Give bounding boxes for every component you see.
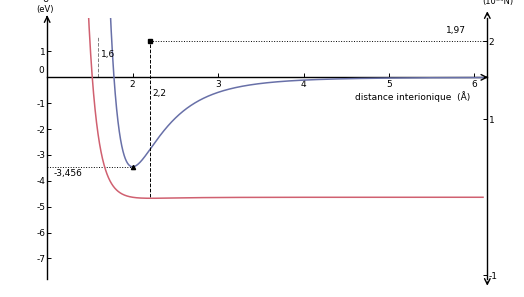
Text: 2,2: 2,2 [152, 89, 166, 98]
Text: 1,6: 1,6 [101, 50, 115, 59]
Text: distance interionique  (Å): distance interionique (Å) [355, 91, 470, 102]
Text: U
(eV): U (eV) [37, 0, 54, 14]
Text: 1,97: 1,97 [446, 26, 466, 35]
Text: -3,456: -3,456 [53, 169, 82, 178]
Text: 0: 0 [38, 66, 43, 75]
Text: F
(10⁻⁹N): F (10⁻⁹N) [482, 0, 513, 6]
